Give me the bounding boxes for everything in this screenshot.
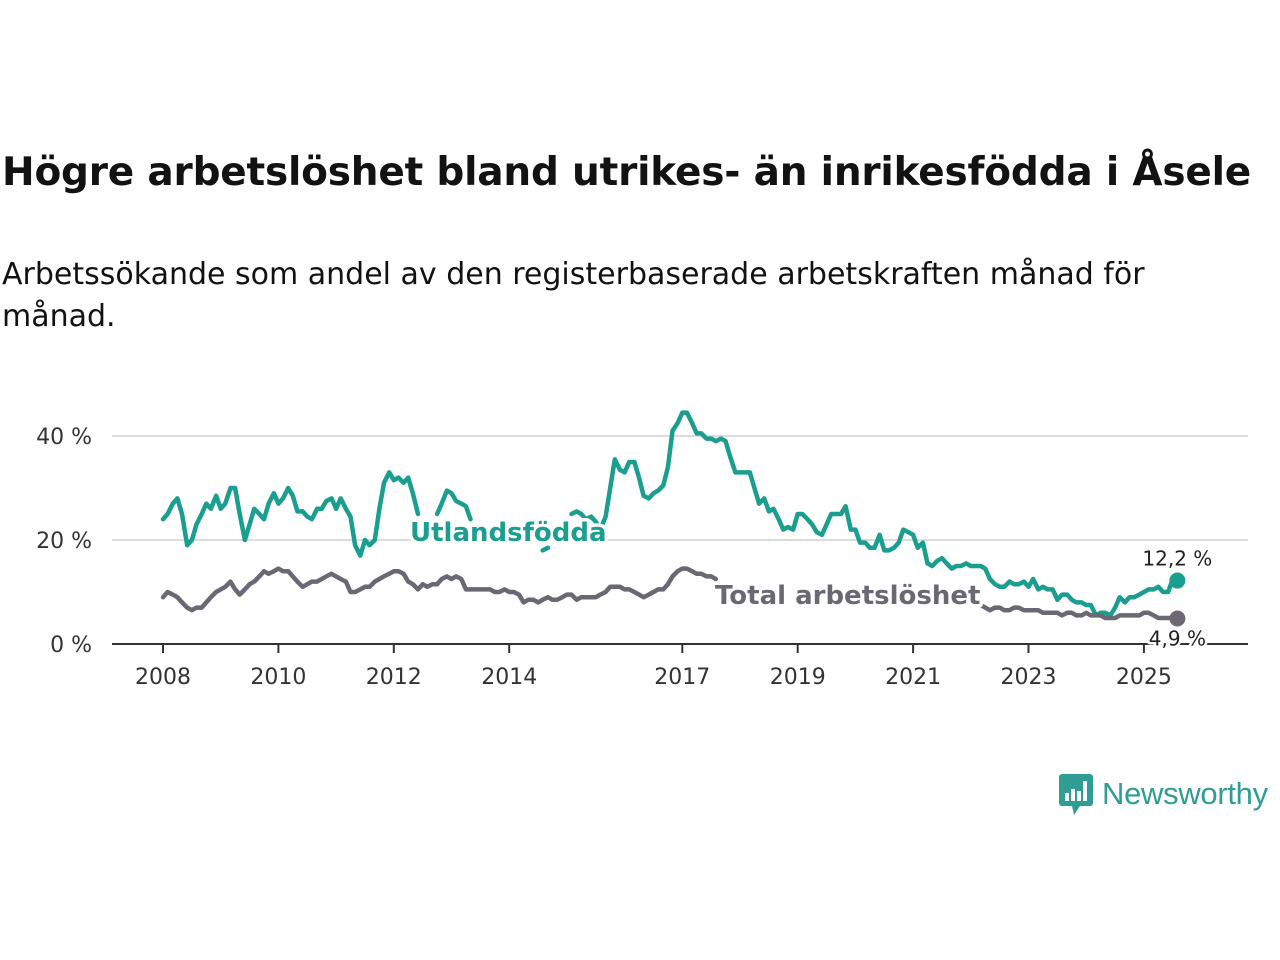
series-line-total [160, 566, 719, 613]
chart-title: Högre arbetslöshet bland utrikes- än inr… [2, 150, 1252, 195]
series-line-total [929, 594, 1180, 621]
x-tick-label: 2010 [250, 665, 306, 690]
x-tick-label: 2008 [135, 665, 191, 690]
series-label: Utlandsfödda [410, 518, 607, 548]
bar-chart-icon [1059, 774, 1093, 815]
y-tick-label: 40 % [36, 425, 92, 450]
x-tick-label: 2021 [885, 665, 941, 690]
x-tick-label: 2019 [770, 665, 826, 690]
end-markers: 12,2 % 4,9 % [1140, 544, 1215, 653]
brand-name: Newsworthy [1102, 776, 1268, 811]
x-tick-label: 2023 [1001, 665, 1057, 690]
end-point-marker [1169, 572, 1186, 589]
x-tick-label: 2025 [1116, 665, 1172, 690]
series-line-utlandsfodda [540, 545, 551, 553]
series-line-utlandsfodda [569, 410, 1180, 618]
newsworthy-logo: Newsworthy [1058, 772, 1268, 816]
x-tick-label: 2014 [481, 665, 537, 690]
x-tick-label: 2017 [654, 665, 710, 690]
series-label: Total arbetslöshet [715, 581, 980, 611]
series-labels: Utlandsfödda Total arbetslöshet [407, 515, 984, 615]
end-value-label: 12,2 % [1142, 547, 1212, 571]
end-point-marker [1169, 610, 1186, 627]
y-tick-label: 20 % [36, 529, 92, 554]
end-value-label: 4,9 % [1149, 627, 1206, 651]
gridlines [112, 435, 1248, 541]
x-tick-label: 2012 [366, 665, 422, 690]
chart-subtitle: Arbetssökande som andel av den registerb… [2, 257, 1145, 334]
x-axis: 2008 2010 2012 2014 2017 2019 2021 2023 2025 [135, 644, 1172, 690]
y-tick-label: 0 % [50, 633, 92, 658]
y-axis: 0 % 20 % 40 % [36, 425, 92, 658]
series-line-utlandsfodda [160, 470, 421, 558]
series-lines [160, 410, 1180, 621]
series-line-utlandsfodda [434, 488, 473, 522]
